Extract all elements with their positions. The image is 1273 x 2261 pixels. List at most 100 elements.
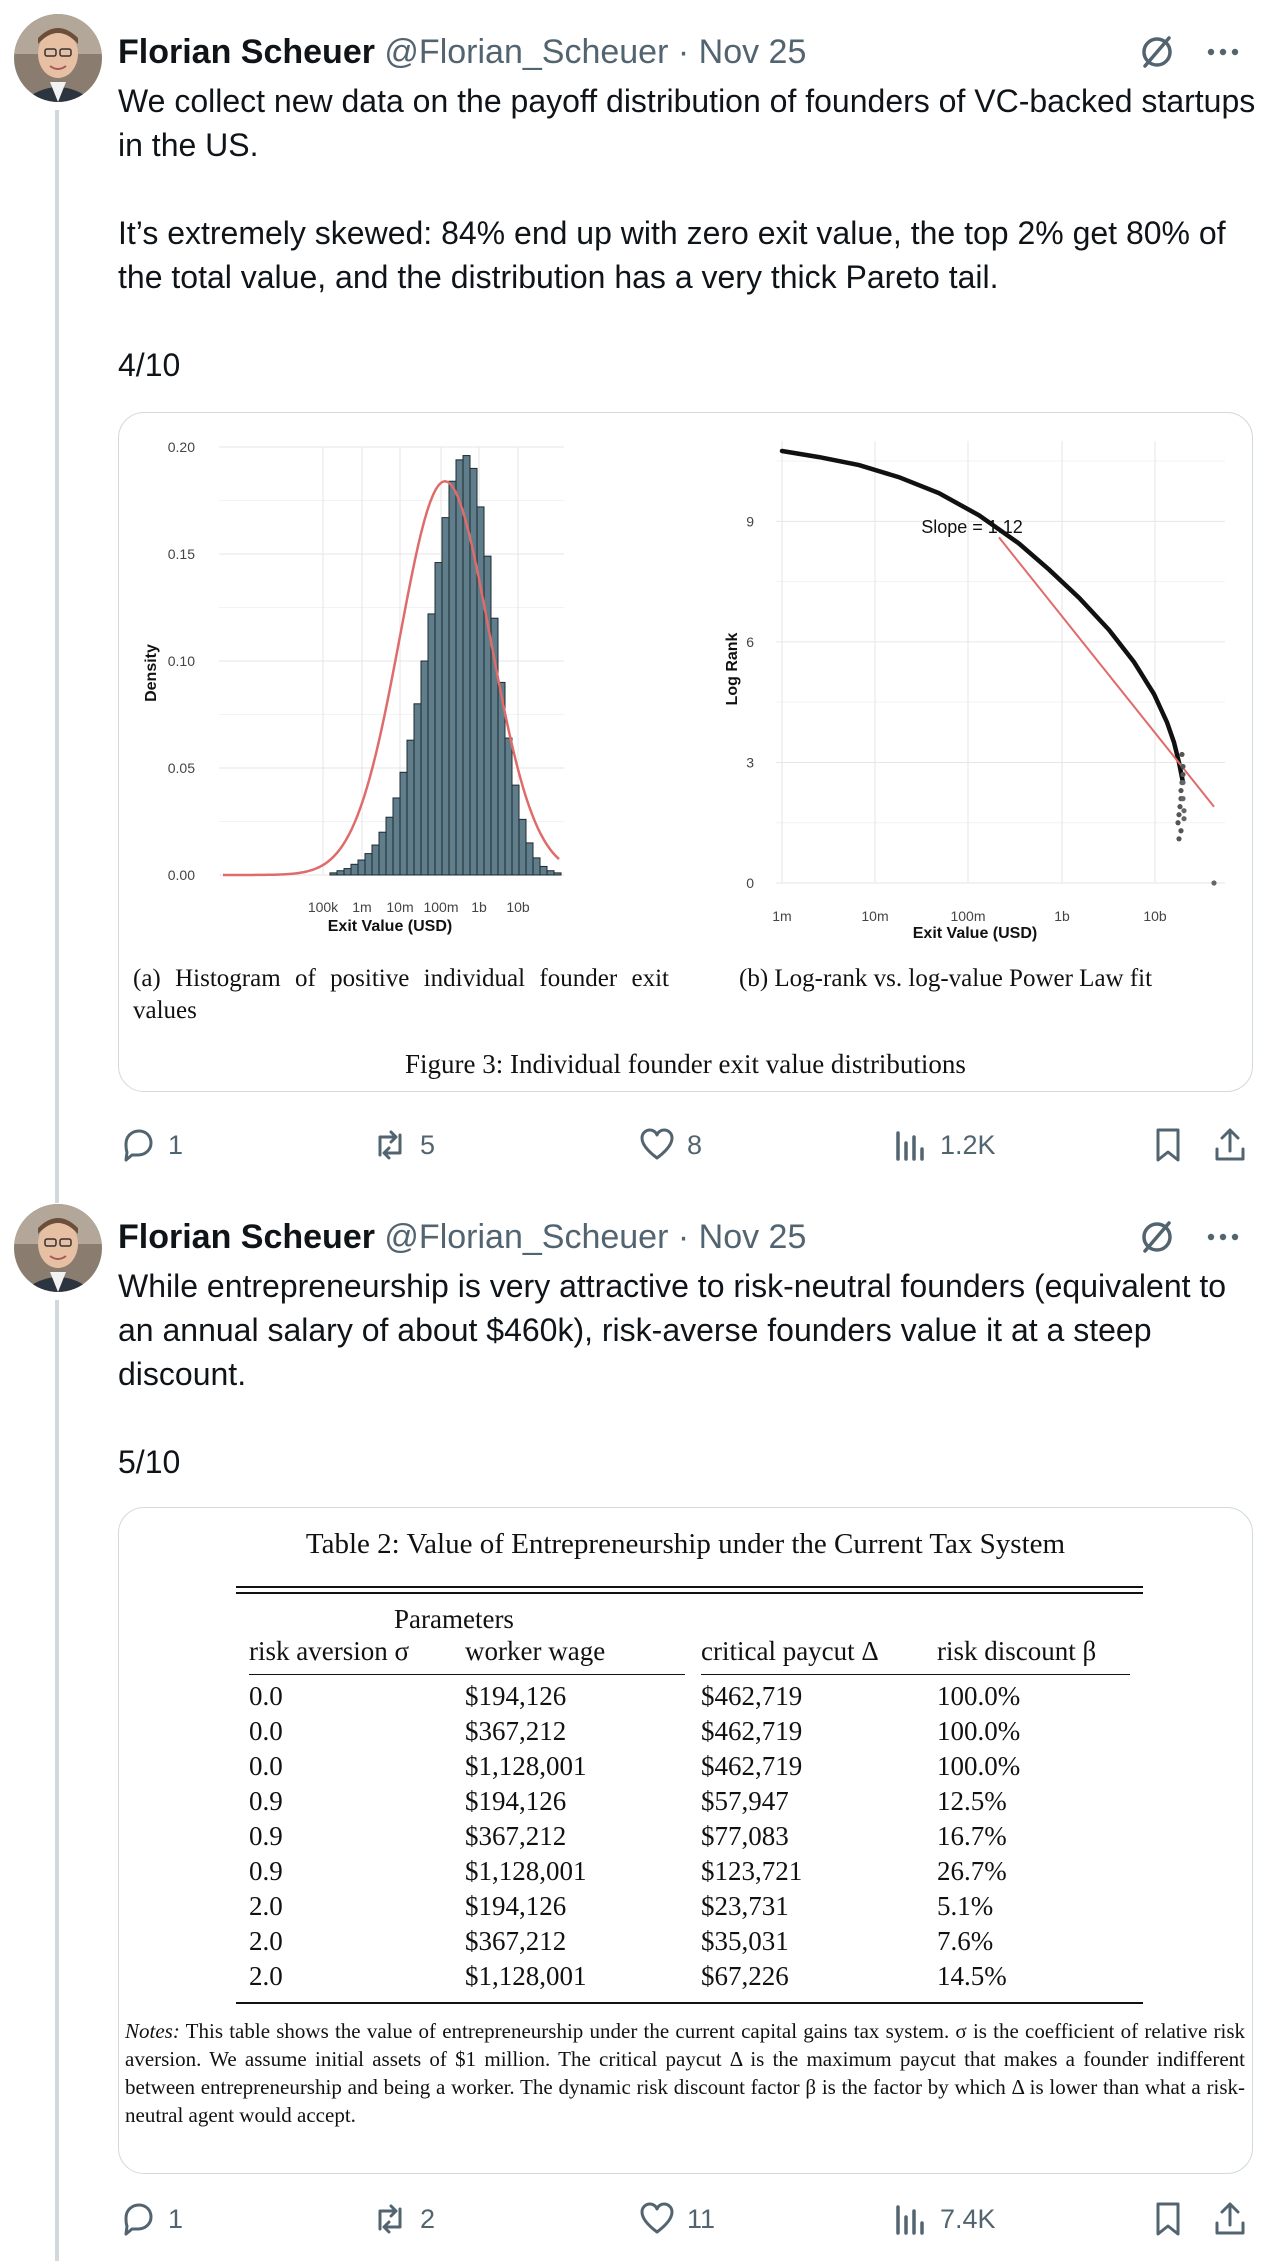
tweet-action-bar: 1 5 8 1.2K [118,1120,1258,1170]
table-cell: $462,719 [701,1751,803,1781]
table-bottom-rule [236,2002,1143,2004]
power-law-y-tick-label: 3 [746,754,754,770]
table-cell: $1,128,001 [465,1961,587,1991]
share-button[interactable] [1210,2194,1260,2244]
author-name[interactable]: Florian Scheuer [118,1218,375,1256]
power-law-data-curve [779,448,1186,785]
view-count: 7.4K [940,2203,996,2234]
tweet-image-figure[interactable]: 0.00 0.05 0.10 0.15 0.20 100k 1m 10m 100m 1b 10b … [118,412,1253,1092]
tweet-header: Florian Scheuer @Florian_Scheuer · Nov 2… [118,33,807,71]
like-button[interactable]: 8 [637,1120,702,1170]
power-law-y-axis-label: Log Rank [724,632,741,705]
repost-icon [378,2204,402,2234]
histogram-bar [532,857,541,876]
view-count: 1.2K [940,1129,996,1160]
histogram-bar [413,703,422,876]
table-cell: $367,212 [465,1926,567,1956]
repost-button[interactable]: 2 [370,2194,435,2244]
histogram-bar [546,870,555,876]
repost-button[interactable]: 5 [370,1120,435,1170]
histogram-bar [343,868,352,876]
tweet-image-table[interactable]: Table 2: Value of Entrepreneurship under… [118,1507,1253,2174]
table-cell: $67,226 [701,1961,789,1991]
power-law-tail-point [1179,751,1185,758]
author-name[interactable]: Florian Scheuer [118,33,375,71]
grok-icon[interactable] [1137,32,1177,72]
histogram-bar [420,660,429,876]
histogram-bar [434,562,443,876]
power-law-tail-point [1211,880,1217,886]
table-title: Table 2: Value of Entrepreneurship under… [305,1528,1066,1560]
power-law-x-axis-label: Exit Value (USD) [913,925,1037,942]
avatar[interactable] [14,14,102,102]
more-options-icon[interactable] [1203,1217,1243,1257]
views-chart-icon [896,1131,924,1161]
table-cell: $57,947 [701,1786,789,1816]
table-notes: Notes: This table shows the value of ent… [125,2017,1245,2129]
table-cell: 0.9 [249,1821,283,1851]
histogram-x-tick-label: 10b [506,899,530,915]
tweet-4-of-10[interactable]: Florian Scheuer @Florian_Scheuer · Nov 2… [0,0,1273,1200]
power-law-x-tick-label: 1m [772,908,791,924]
table-group-header: Parameters [394,1604,514,1634]
histogram-bar [511,784,520,876]
tweet-header: Florian Scheuer @Florian_Scheuer · Nov 2… [118,1218,807,1256]
tweet-date[interactable]: Nov 25 [698,1218,807,1256]
power-law-x-tick-label: 1b [1054,908,1070,924]
table-cell: $1,128,001 [465,1751,587,1781]
bookmark-button[interactable] [1148,2194,1198,2244]
reply-icon [124,2203,153,2236]
author-handle[interactable]: @Florian_Scheuer [384,33,669,71]
table-cell: 26.7% [937,1856,1007,1886]
power-law-tail-point [1176,836,1182,842]
bookmark-button[interactable] [1148,1120,1198,1170]
power-law-tail-point [1180,779,1186,786]
histogram-bar [406,739,415,876]
power-law-y-tick-label: 9 [746,513,754,529]
table-cell: 100.0% [937,1681,1021,1711]
power-law-panel: 0 3 6 9 1m 10m 100m 1b 10b Slope = 1.12 Log Ran… [724,441,1225,942]
histogram-bar [504,737,513,876]
histogram-bar [469,467,478,876]
power-law-tail-point [1176,812,1182,818]
views-button[interactable]: 7.4K [890,2194,996,2244]
more-options-icon[interactable] [1203,32,1243,72]
tweet-date[interactable]: Nov 25 [698,33,807,71]
tweet-text: While entrepreneurship is very attractiv… [118,1268,1227,1480]
author-handle[interactable]: @Florian_Scheuer [384,1218,669,1256]
histogram-bar [476,506,485,876]
histogram-bar [385,816,394,876]
views-chart-icon [896,2205,924,2235]
histogram-bar [329,872,338,876]
histogram-bar [399,771,408,876]
grok-icon[interactable] [1137,1217,1177,1257]
heart-icon [640,2202,674,2234]
tweet-5-of-10[interactable]: Florian Scheuer @Florian_Scheuer · Nov 2… [0,1190,1273,2261]
histogram-bar [448,480,457,876]
share-button[interactable] [1210,1120,1260,1170]
heart-icon [640,1128,674,1160]
table-row: 0.9 $194,126 $57,947 12.5% [249,1784,1137,1819]
power-law-y-tick-label: 0 [746,875,754,891]
views-button[interactable]: 1.2K [890,1120,996,1170]
table-row: 0.9 $367,212 $77,083 16.7% [249,1819,1137,1854]
table-row: 0.0 $367,212 $462,719 100.0% [249,1714,1137,1749]
reply-button[interactable]: 1 [118,1120,183,1170]
histogram-y-tick-label: 0.10 [168,653,195,669]
notes-text: This table shows the value of entreprene… [125,2019,1246,2127]
power-law-tail-point [1180,796,1186,802]
table-cell: $194,126 [465,1786,567,1816]
data-table: 0.0 $194,126 $462,719 100.0% 0.0 $367,212 $462… [249,1679,1137,1994]
table-cell: $194,126 [465,1681,567,1711]
table-cell: 100.0% [937,1716,1021,1746]
histogram-bar [336,870,345,876]
repost-icon [378,1130,402,1160]
figure-3-image: 0.000.050.100.150.20 100k 1m 10m 100m 1b 10b … [143,439,1225,942]
reply-count: 1 [168,2203,184,2234]
avatar[interactable] [14,1204,102,1292]
histogram-bar [539,865,548,876]
like-button[interactable]: 11 [637,2194,715,2244]
table-cell: $123,721 [701,1856,803,1886]
power-law-tail-point [1181,816,1187,822]
reply-button[interactable]: 1 [118,2194,183,2244]
